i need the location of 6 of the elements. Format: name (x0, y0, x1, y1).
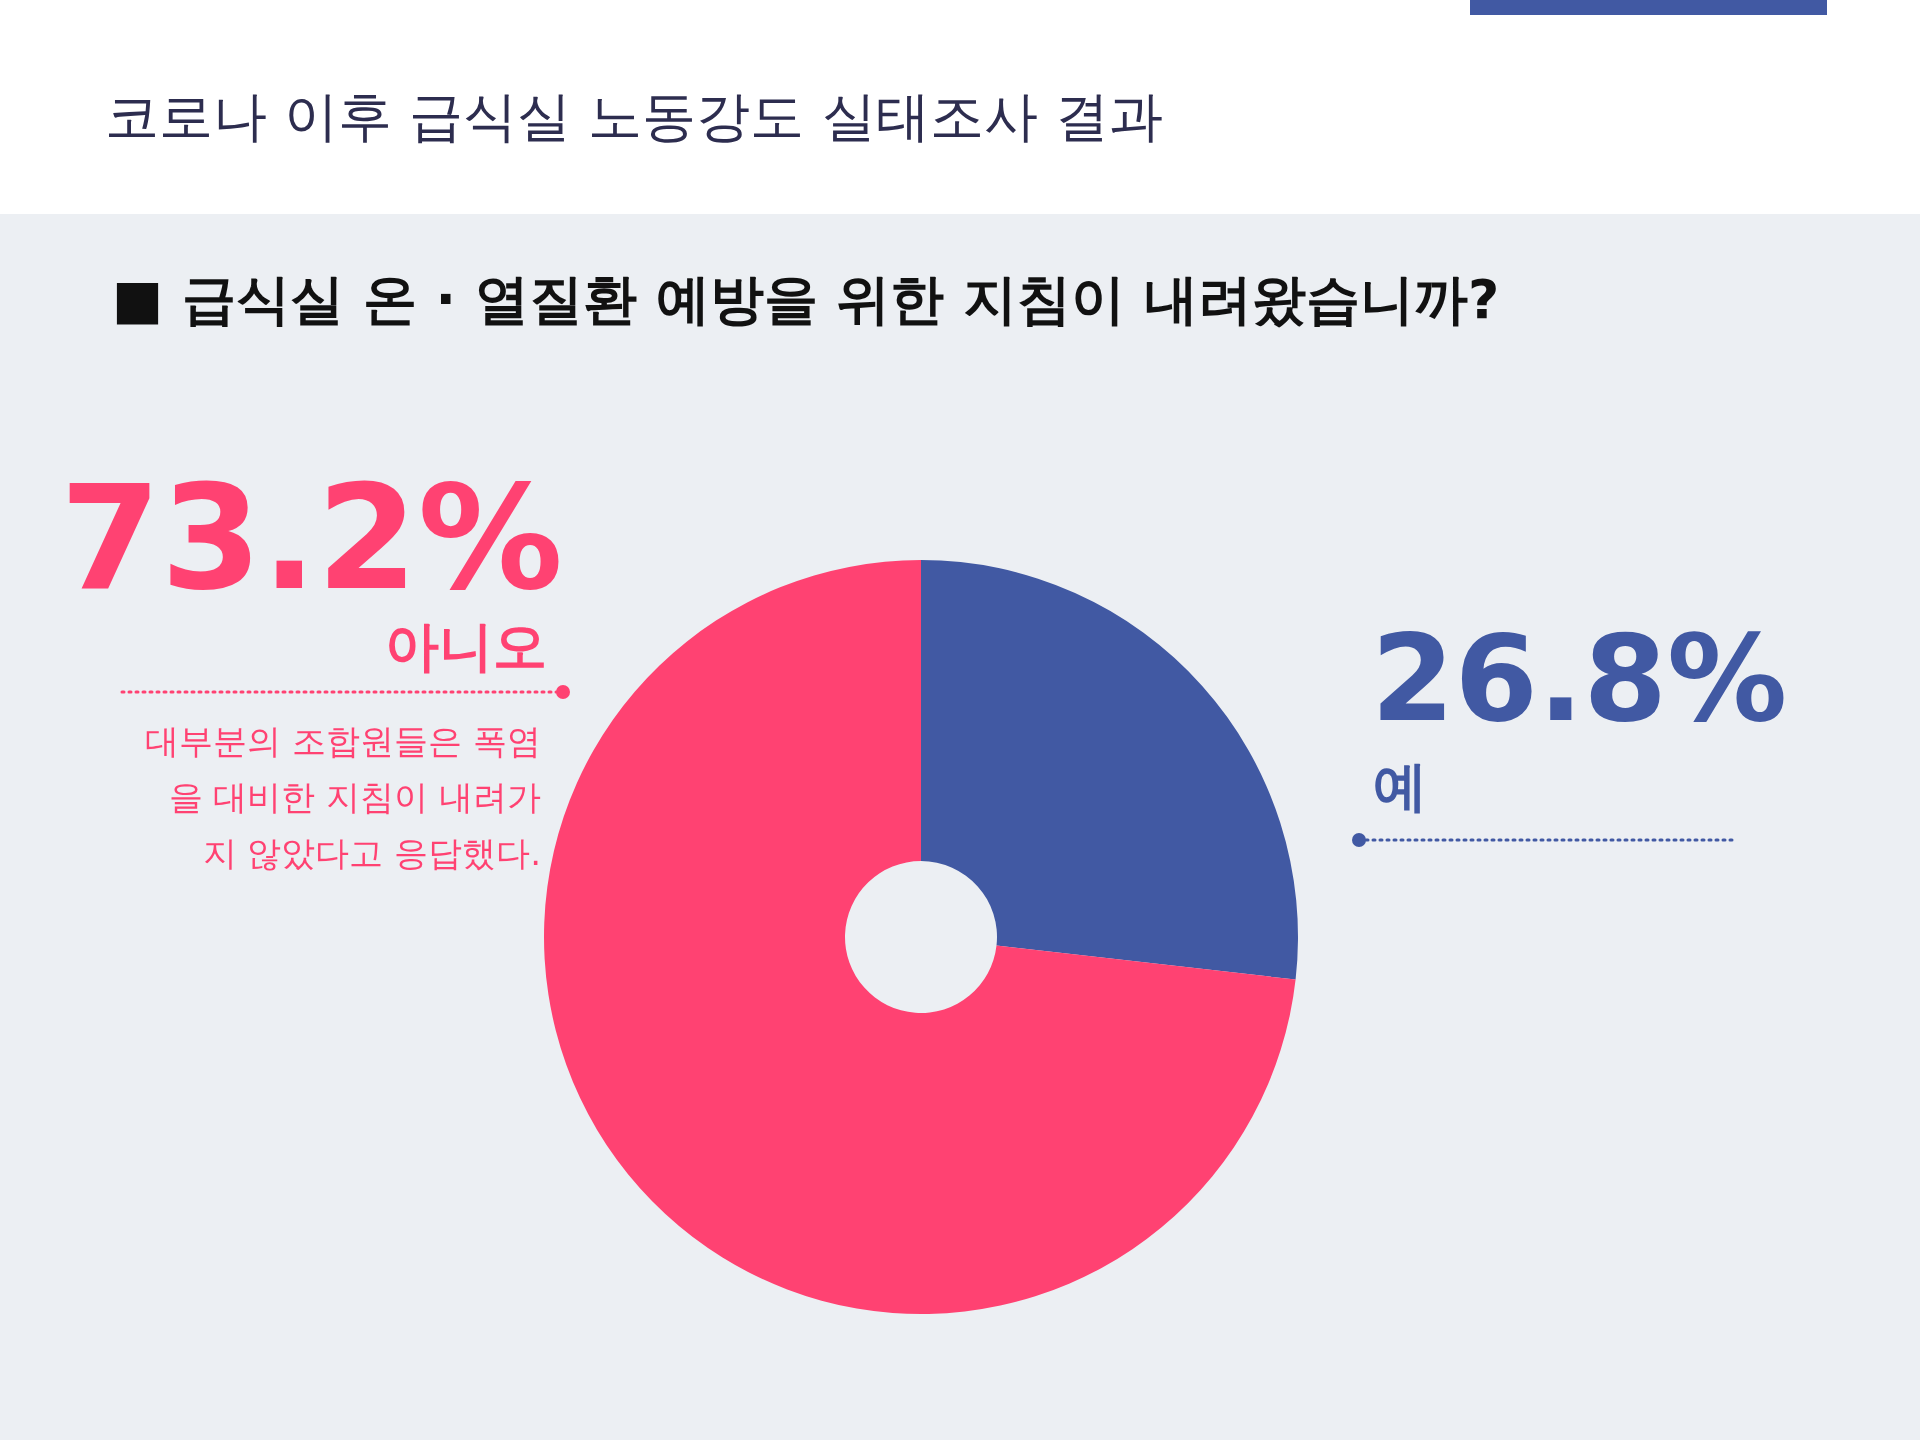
donut-slice (921, 560, 1298, 980)
slice-label: 예 (1373, 755, 1427, 818)
text: 대부분의 조합원들은 폭염을 대비한 지침이 내려가지 않았다고 응답했다. (145, 721, 541, 873)
chart-title: 코로나 이후 급식실 노동강도 실태조사 결과 (105, 85, 1163, 148)
chart-subtitle: ■ 급식실 온 · 열질환 예방을 위한 지침이 내려왔습니까? (112, 268, 1500, 331)
data-label: 26.8% (1371, 609, 1788, 748)
